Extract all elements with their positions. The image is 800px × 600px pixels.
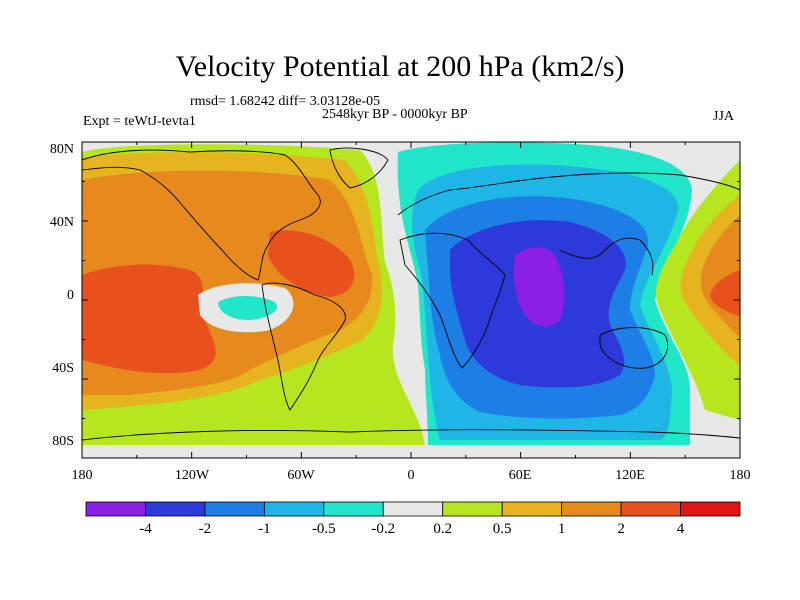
coast-greenland <box>329 147 389 189</box>
colorbar-swatch <box>204 501 265 517</box>
coast-australia <box>599 327 669 369</box>
coast-south-america <box>261 282 346 411</box>
y-tick-label: 80N <box>49 142 74 157</box>
stats-text: rmsd= 1.68242 diff= 3.03128e-05 <box>190 94 381 109</box>
colorbar-label: 4 <box>676 521 685 537</box>
x-tick-label: 180 <box>71 468 93 483</box>
colorbar-swatch <box>680 501 741 517</box>
colorbar-label: 2 <box>617 521 625 537</box>
coast-asia <box>509 172 740 276</box>
colorbar-swatch <box>620 501 681 517</box>
coast-europe <box>397 181 511 216</box>
contour-2-west-b <box>268 230 355 297</box>
x-tick-label: 60W <box>287 468 315 483</box>
x-tick-label: 120E <box>615 468 645 483</box>
colorbar-swatch <box>561 501 622 517</box>
coast-north-america <box>82 149 321 281</box>
colorbar-swatch <box>501 501 563 517</box>
colorbar-swatch <box>323 501 384 517</box>
contour-2-west-a <box>82 264 216 374</box>
colorbar-label: -0.2 <box>371 521 396 537</box>
x-tick-label: 120W <box>174 468 210 483</box>
coast-africa <box>399 232 506 369</box>
chart-title: Velocity Potential at 200 hPa (km2/s) <box>175 50 625 83</box>
experiment-label: Expt = teWtJ-tevta1 <box>83 114 196 129</box>
y-tick-label: 0 <box>67 288 74 303</box>
coast-antarctica <box>82 429 740 441</box>
colorbar-swatch <box>145 501 206 517</box>
period-subtitle: 2548kyr BP - 0000kyr BP <box>322 107 468 122</box>
colorbar-label: -0.5 <box>311 521 336 537</box>
colorbar-swatch <box>263 501 325 517</box>
colorbar <box>85 501 741 517</box>
x-tick-label: 60E <box>508 468 532 483</box>
colorbar-label: -2 <box>198 521 212 537</box>
contour-2-dateline <box>710 270 740 316</box>
axis-ticks <box>81 141 741 459</box>
y-tick-label: 40S <box>52 361 74 376</box>
colorbar-label: 0.2 <box>433 521 453 537</box>
colorbar-swatch <box>382 501 444 517</box>
x-tick-label: 0 <box>407 468 415 483</box>
colorbar-label: -1 <box>258 521 271 537</box>
colorbar-swatch <box>442 501 503 517</box>
contour-neg-0.2-west <box>218 296 278 320</box>
season-label: JJA <box>713 109 735 124</box>
colorbar-label: -4 <box>139 521 152 537</box>
y-tick-label: 80S <box>52 434 74 449</box>
colorbar-swatch <box>85 501 146 517</box>
colorbar-label: 1 <box>557 521 566 537</box>
contour-field <box>82 142 740 458</box>
y-tick-label: 40N <box>49 215 74 230</box>
x-tick-label: 180 <box>729 468 751 483</box>
colorbar-label: 0.5 <box>492 521 512 537</box>
coastlines <box>82 147 740 441</box>
contour-neg-4-east <box>513 247 565 327</box>
